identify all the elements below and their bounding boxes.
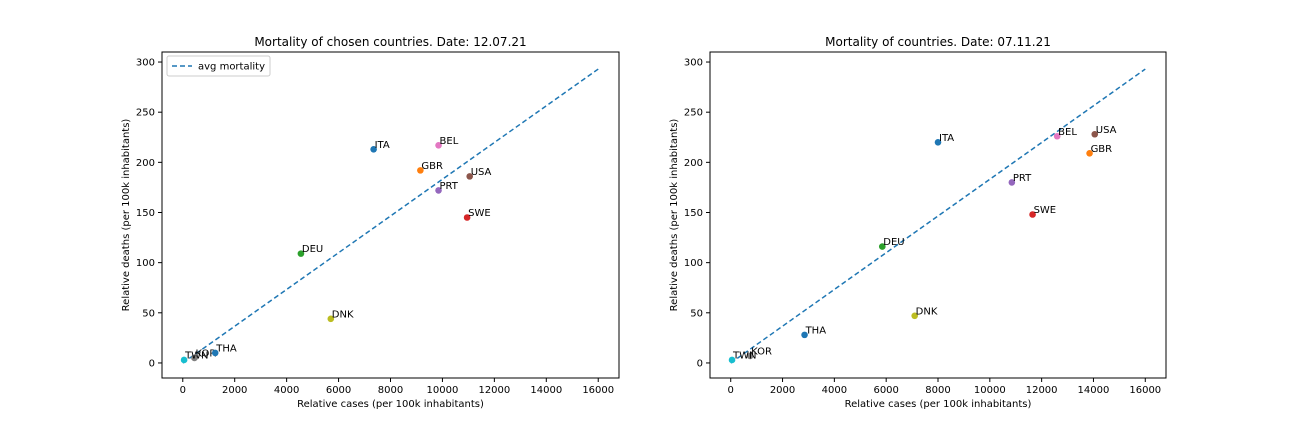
point-label-tha: THA [215, 343, 237, 354]
data-point-gbr [1086, 150, 1093, 157]
data-point-usa [1091, 130, 1099, 138]
point-label-prt: PRT [440, 181, 459, 192]
data-point-bel [1053, 132, 1061, 140]
x-tick-label: 16000 [582, 385, 614, 396]
x-tick-label: 14000 [1078, 385, 1110, 396]
y-tick-label: 200 [684, 158, 703, 169]
point-label-twn: TWN [732, 350, 756, 361]
legend-entry: avg mortality [198, 62, 265, 73]
point-label-dnk: DNK [332, 309, 354, 320]
y-tick-label: 0 [149, 358, 155, 369]
avg-mortality-line [182, 68, 599, 364]
x-tick-label: 10000 [974, 385, 1006, 396]
data-point-dnk [911, 312, 918, 320]
chart-left: 0 2000 4000 6000 8000 10000 12000 14000 16000 0 50… [121, 35, 620, 410]
y-tick-label: 300 [136, 58, 155, 69]
data-point-tha [801, 331, 808, 339]
x-axis-label: Relative cases (per 100k inhabitants) [845, 399, 1032, 410]
x-tick-label: 8000 [925, 385, 950, 396]
data-point-deu [297, 250, 305, 257]
y-tick-label: 250 [136, 108, 155, 119]
x-tick-label: 10000 [427, 385, 459, 396]
y-tick-label: 50 [690, 308, 703, 319]
y-tick-label: 150 [136, 208, 155, 219]
x-tick-label: 2000 [222, 385, 247, 396]
y-tick-label: 0 [697, 358, 703, 369]
x-tick-label: 16000 [1129, 385, 1161, 396]
point-label-tha: THA [805, 325, 827, 336]
data-point-kor [746, 352, 754, 360]
point-label-swe: SWE [468, 208, 491, 219]
data-point-twn [180, 356, 188, 364]
y-tick-label: 50 [142, 308, 155, 319]
chart-title: Mortality of countries. Date: 07.11.21 [825, 35, 1051, 49]
y-tick-label: 200 [136, 158, 155, 169]
chart-title: Mortality of chosen countries. Date: 12.… [254, 35, 526, 49]
y-tick-label: 150 [684, 208, 703, 219]
x-tick-label: 0 [180, 385, 186, 396]
data-point-ita [934, 138, 942, 146]
x-tick-label: 14000 [530, 385, 562, 396]
x-axis-label: Relative cases (per 100k inhabitants) [297, 399, 484, 410]
y-tick-label: 100 [684, 258, 703, 269]
y-tick-label: 300 [684, 58, 703, 69]
point-label-swe: SWE [1034, 205, 1057, 216]
point-label-deu: DEU [883, 237, 904, 248]
data-point-swe [1029, 211, 1036, 218]
point-label-dnk: DNK [916, 306, 938, 317]
x-tick-label: 4000 [274, 385, 299, 396]
point-label-usa: USA [1096, 125, 1117, 136]
data-point-usa [466, 173, 473, 180]
legend-box [166, 55, 271, 77]
legend: avg mortality [166, 55, 271, 77]
point-label-bel: BEL [1058, 127, 1077, 138]
x-tick-label: 12000 [1026, 385, 1058, 396]
point-label-usa: USA [471, 167, 492, 178]
point-label-gbr: GBR [421, 161, 443, 172]
y-tick-label: 250 [684, 108, 703, 119]
point-label-prt: PRT [1013, 173, 1032, 184]
data-point-prt [435, 187, 442, 194]
x-tick-label: 6000 [326, 385, 351, 396]
point-label-deu: DEU [302, 244, 323, 255]
point-label-twn: TWN [184, 350, 208, 361]
y-tick-label: 100 [136, 258, 155, 269]
x-tick-label: 2000 [770, 385, 795, 396]
x-tick-label: 8000 [378, 385, 403, 396]
x-tick-label: 12000 [478, 385, 510, 396]
data-point-bel [435, 141, 442, 149]
data-point-swe [463, 214, 471, 221]
data-point-deu [878, 243, 886, 250]
avg-mortality-line [730, 68, 1146, 364]
x-tick-label: 6000 [873, 385, 898, 396]
chart-right: 0 2000 4000 6000 8000 10000 12000 14000 16000 0 50… [669, 35, 1167, 410]
y-axis-label: Relative deaths (per 100k inhabitants) [121, 119, 132, 312]
point-label-kor: KOR [751, 346, 772, 357]
y-axis-label: Relative deaths (per 100k inhabitants) [669, 119, 680, 312]
point-label-bel: BEL [440, 136, 459, 147]
data-point-kor [191, 354, 198, 362]
data-point-prt [1008, 179, 1016, 186]
x-tick-label: 4000 [822, 385, 847, 396]
data-point-dnk [327, 315, 335, 323]
point-label-ita: ITA [939, 133, 954, 144]
data-point-gbr [417, 167, 424, 174]
point-label-ita: ITA [375, 140, 390, 151]
data-point-ita [370, 145, 377, 153]
point-label-kor: KOR [195, 348, 216, 359]
x-tick-label: 0 [728, 385, 734, 396]
data-point-twn [728, 356, 736, 364]
data-point-tha [211, 349, 219, 357]
point-label-gbr: GBR [1091, 144, 1113, 155]
